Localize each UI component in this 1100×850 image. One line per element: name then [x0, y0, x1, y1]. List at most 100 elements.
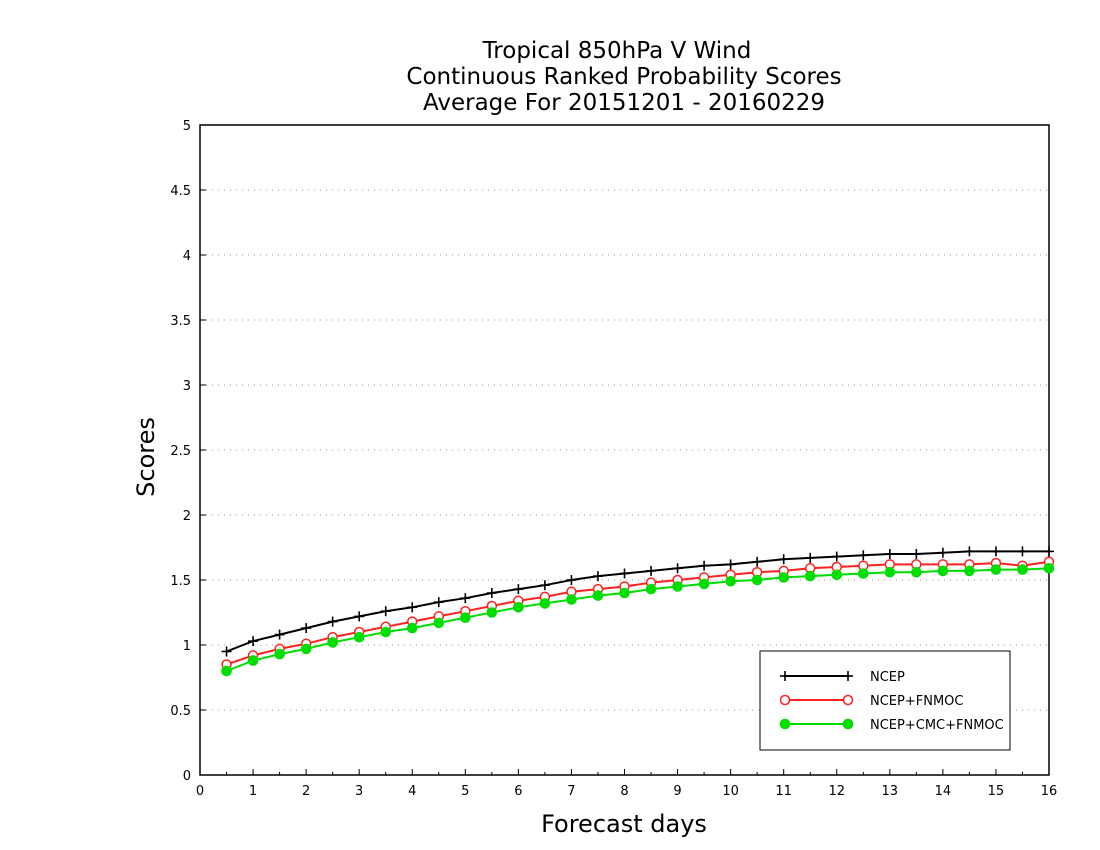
legend-marker — [843, 671, 853, 681]
data-point — [513, 584, 524, 595]
data-point — [354, 611, 365, 622]
x-tick-label: 0 — [196, 784, 204, 799]
data-point — [407, 602, 418, 613]
data-point — [539, 598, 551, 609]
legend-marker — [780, 671, 790, 681]
x-tick-label: 3 — [355, 784, 363, 799]
data-point — [1017, 564, 1028, 575]
data-point — [353, 631, 365, 643]
data-point — [460, 593, 471, 604]
data-point — [884, 566, 896, 578]
y-tick-label: 0 — [183, 769, 191, 784]
legend-item-ncep-fnmoc: NCEP+FNMOC — [779, 694, 963, 709]
data-point — [327, 637, 338, 648]
x-tick-label: 6 — [514, 784, 522, 799]
data-point — [911, 549, 922, 559]
data-point — [858, 550, 869, 561]
data-point — [433, 617, 445, 629]
x-axis: 0 1 2 3 4 5 6 7 8 9 10 11 12 13 14 15 16 — [196, 769, 1057, 799]
data-point — [221, 665, 232, 677]
data-point — [248, 636, 259, 647]
y-tick-label: 4.5 — [170, 184, 191, 199]
data-point — [592, 590, 604, 601]
x-tick-label: 10 — [722, 784, 739, 799]
data-point — [513, 602, 524, 613]
data-point — [672, 563, 683, 574]
y-tick-label: 3 — [183, 379, 191, 394]
data-point — [857, 568, 869, 579]
x-tick-label: 16 — [1041, 784, 1058, 799]
y-tick-label: 5 — [183, 119, 191, 134]
x-tick-label: 1 — [249, 784, 257, 799]
data-point — [566, 575, 577, 585]
data-point — [619, 568, 630, 579]
data-point — [805, 552, 816, 563]
x-tick-label: 13 — [882, 784, 899, 799]
data-point — [486, 588, 497, 598]
series-line — [226, 560, 1050, 666]
x-tick-label: 8 — [620, 784, 628, 799]
y-tick-label: 2.5 — [170, 444, 191, 459]
title-line-2: Continuous Ranked Probability Scores — [406, 64, 841, 90]
data-point — [460, 612, 471, 624]
x-tick-label: 2 — [302, 784, 310, 799]
x-tick-label: 14 — [935, 784, 952, 799]
series-line — [226, 550, 1049, 653]
data-point — [380, 606, 391, 617]
gridlines — [200, 189, 1049, 711]
data-point — [646, 565, 657, 576]
data-point — [937, 565, 949, 577]
y-tick-label: 3.5 — [170, 314, 191, 329]
data-point — [300, 643, 312, 655]
data-point — [1044, 546, 1054, 557]
data-point — [380, 626, 392, 638]
data-point — [884, 549, 895, 559]
data-point — [301, 623, 312, 634]
y-tick-label: 1 — [183, 639, 191, 654]
series-ncep-cmc-fnmoc — [221, 563, 1055, 677]
y-tick-label: 4 — [183, 249, 191, 264]
legend-item-ncep-cmc-fnmoc: NCEP+CMC+FNMOC — [779, 718, 1004, 733]
y-tick-label: 1.5 — [170, 574, 191, 589]
data-point — [911, 566, 922, 578]
x-tick-label: 11 — [775, 784, 792, 799]
x-tick-label: 7 — [567, 784, 575, 799]
legend-item-ncep: NCEP — [780, 670, 905, 685]
data-point — [751, 574, 763, 586]
data-point — [990, 564, 1002, 575]
data-point — [964, 565, 975, 577]
legend-label: NCEP+CMC+FNMOC — [870, 718, 1004, 733]
series-group — [221, 546, 1055, 677]
legend-marker — [842, 718, 854, 730]
data-point — [645, 583, 657, 595]
data-point — [725, 559, 736, 570]
data-point — [406, 622, 418, 634]
data-point — [698, 578, 710, 590]
y-tick-label: 0.5 — [170, 704, 191, 719]
data-point — [566, 594, 577, 605]
data-point — [778, 572, 789, 583]
data-point — [725, 576, 736, 587]
data-point — [831, 551, 842, 562]
data-point — [831, 569, 843, 581]
data-point — [699, 560, 710, 571]
data-point — [619, 587, 630, 599]
data-point — [937, 547, 948, 558]
data-point — [1043, 563, 1055, 574]
legend-label: NCEP — [870, 670, 905, 685]
x-tick-label: 4 — [408, 784, 416, 799]
data-point — [433, 597, 444, 608]
data-point — [778, 554, 789, 565]
data-point — [539, 580, 550, 591]
series-ncep — [221, 546, 1054, 657]
x-axis-label: Forecast days — [541, 810, 707, 838]
data-point — [1017, 546, 1028, 557]
x-tick-label: 12 — [828, 784, 845, 799]
legend: NCEP NCEP+FNMOC NCEP+CMC+FNMOC — [759, 650, 1011, 751]
data-point — [990, 546, 1001, 557]
legend-label: NCEP+FNMOC — [870, 694, 963, 709]
y-tick-label: 2 — [183, 509, 191, 524]
x-tick-label: 5 — [461, 784, 469, 799]
legend-marker — [779, 718, 791, 730]
data-point — [592, 571, 603, 582]
